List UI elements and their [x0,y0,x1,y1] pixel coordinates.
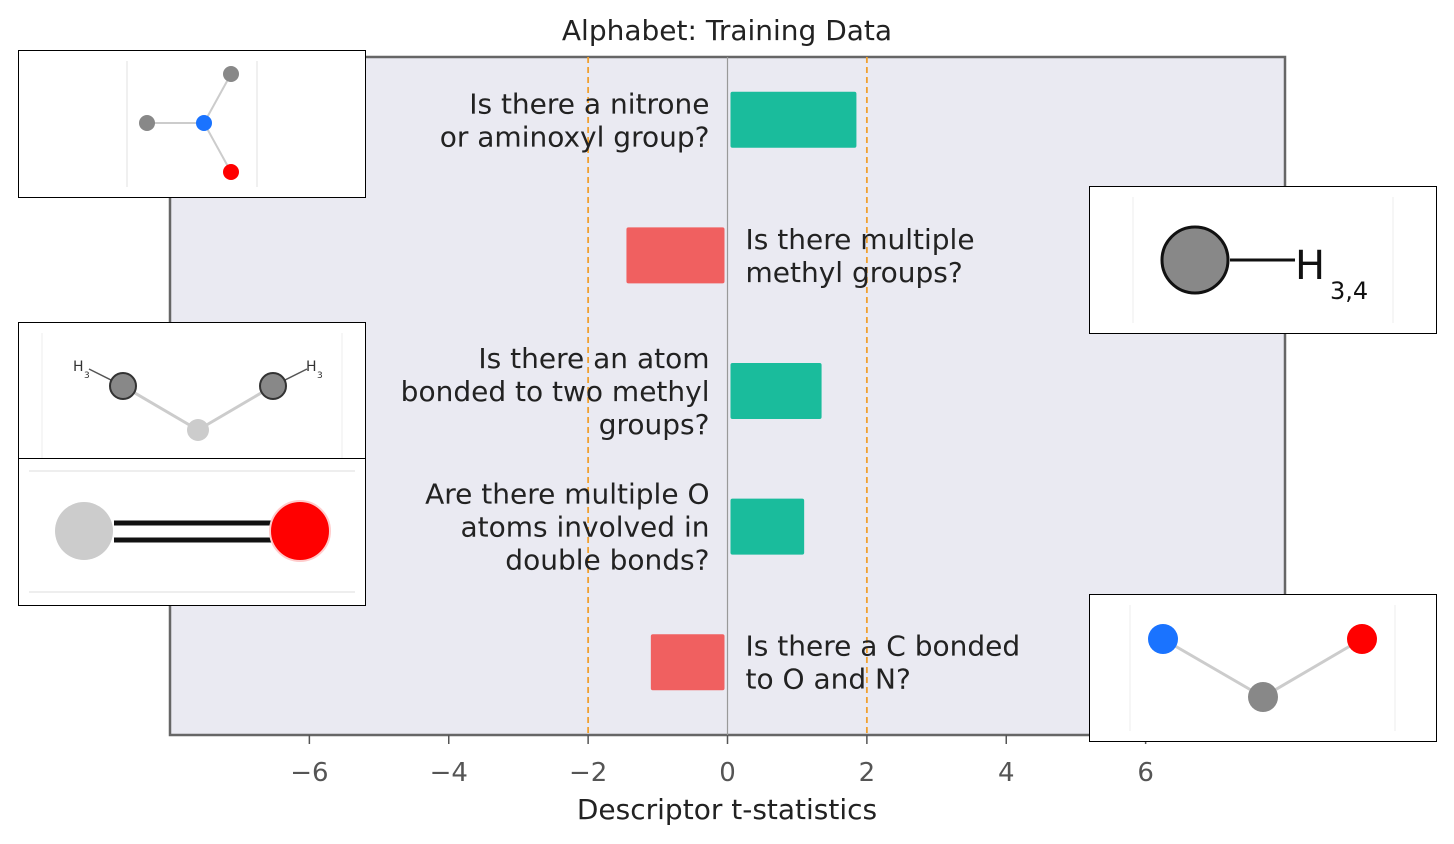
bar-label-line: Is there a nitrone [469,87,709,120]
bar-label-line: or aminoxyl group? [440,120,710,153]
carbon-atom-icon [259,372,287,400]
bar-label: Is there an atom bonded to two methyl grou… [401,342,710,441]
bar-label-line: methyl groups? [746,256,963,289]
bar-label: Is there a C bonded to O and N? [746,630,1021,696]
oxygen-atom-icon [1347,624,1377,654]
bar-label-line: double bonds? [505,544,709,577]
carbon-atom-icon [139,115,155,131]
hydrogen-count-label: 3,4 [1330,277,1368,305]
any-atom-icon [55,502,113,560]
oxygen-atom-icon [269,500,331,562]
bar-label: Is there multiple methyl groups? [746,223,975,289]
bar [650,634,725,691]
bar [730,363,822,419]
bar [730,498,805,555]
x-tick-label: −2 [569,758,607,788]
oxygen-atom-icon [223,164,239,180]
x-tick-label: −6 [290,758,328,788]
nitrogen-atom-icon [1148,624,1178,654]
hydrogen-count-label: 3 [317,371,323,381]
x-tick-label: 0 [719,758,736,788]
bar-label-line: Is there multiple [746,223,975,256]
hydrogen-count-label: 3 [84,371,90,381]
bar-label-line: bonded to two methyl [401,375,710,408]
nitrogen-atom-icon [196,115,212,131]
x-tick-label: 2 [859,758,876,788]
any-atom-icon [187,419,209,441]
molecule-inset-double-bond-o [18,458,366,606]
bar-label-line: groups? [599,408,710,441]
hydrogen-label: H [306,359,317,375]
x-tick-label: −4 [430,758,468,788]
bar-label: Is there a nitrone or aminoxyl group? [440,87,710,153]
molecule-inset-methyl: H 3,4 [1089,186,1437,334]
bar [626,227,725,284]
bar-label-line: Is there an atom [478,342,709,375]
bar-label-line: Are there multiple O [425,478,709,511]
molecule-inset-nitrone [18,50,366,198]
bar-label-line: to O and N? [746,663,911,696]
hydrogen-label: H [73,359,84,375]
x-axis-label: Descriptor t-statistics [577,793,877,826]
molecule-inset-dimethyl: H 3 H 3 [18,322,366,470]
x-tick-label: 6 [1137,758,1154,788]
carbon-atom-icon [223,66,239,82]
bar-label-line: atoms involved in [460,511,709,544]
carbon-atom-icon [109,372,137,400]
molecule-inset-c-o-n [1089,594,1437,742]
bar [730,91,857,148]
carbon-atom-icon [1248,682,1278,712]
hydrogen-label: H [1295,243,1325,289]
bar-label-line: Is there a C bonded [746,630,1021,663]
chart-title: Alphabet: Training Data [562,14,892,47]
x-tick-label: 4 [998,758,1015,788]
carbon-atom-icon [1160,225,1230,295]
